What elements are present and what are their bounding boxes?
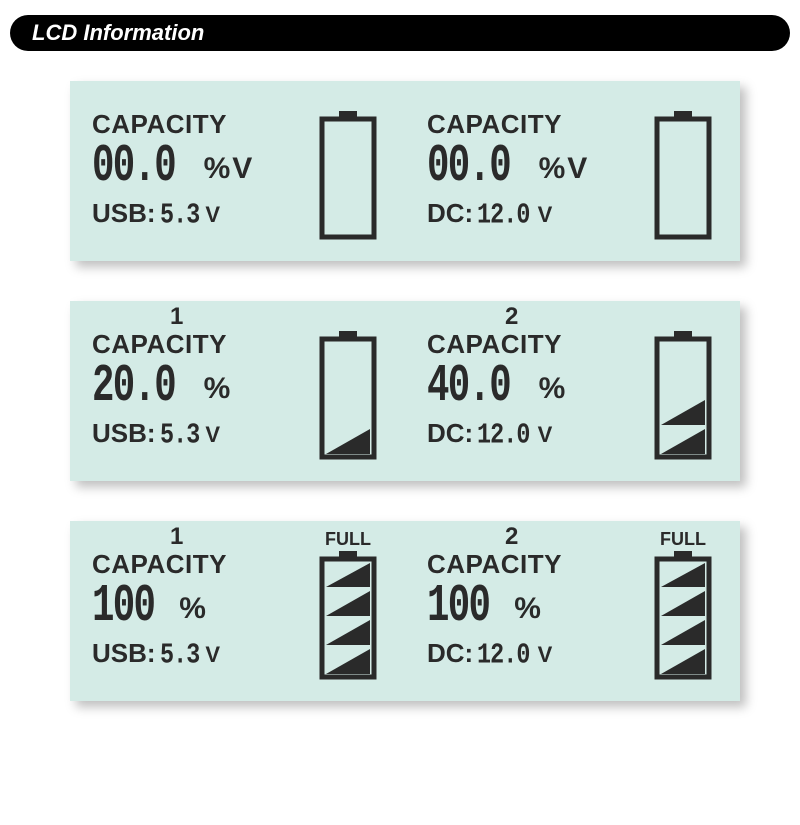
capacity-unit: %: [539, 372, 566, 406]
capacity-unit: %V: [539, 152, 590, 186]
source-value: 12.0: [477, 199, 530, 232]
source-value: 5.3: [160, 419, 199, 452]
source-value: 5.3: [160, 639, 199, 672]
lcd-cell-right: 2 CAPACITY 40.0 % DC: 12.0 V: [405, 301, 740, 481]
source-unit: V: [205, 202, 220, 228]
battery-wrap: [319, 331, 377, 456]
battery-icon: [654, 331, 712, 456]
source-unit: V: [538, 422, 553, 448]
slot-number: 1: [170, 523, 183, 551]
battery-icon: [319, 331, 377, 456]
source-label: USB:: [92, 198, 156, 229]
battery-wrap: [319, 111, 377, 236]
battery-wrap: FULL: [654, 551, 712, 676]
battery-wrap: [654, 111, 712, 236]
lcd-cell-left: 1 CAPACITY 20.0 % USB: 5.3 V: [70, 301, 405, 481]
battery-wrap: FULL: [319, 551, 377, 676]
capacity-unit: %: [514, 592, 541, 626]
capacity-seg: 00.0: [92, 137, 175, 197]
capacity-unit: %V: [204, 152, 255, 186]
source-unit: V: [205, 422, 220, 448]
source-label: USB:: [92, 638, 156, 669]
battery-icon: [319, 551, 377, 676]
source-label: USB:: [92, 418, 156, 449]
slot-number: 2: [505, 523, 518, 551]
lcd-cell-left: 1 CAPACITY 100 % USB: 5.3 V FULL: [70, 521, 405, 701]
full-label: FULL: [654, 529, 712, 550]
full-label: FULL: [319, 529, 377, 550]
capacity-unit: %: [204, 372, 231, 406]
slot-number: 1: [170, 303, 183, 331]
source-value: 5.3: [160, 199, 199, 232]
lcd-cell-right: CAPACITY 00.0 %V DC: 12.0 V: [405, 81, 740, 261]
source-unit: V: [538, 202, 553, 228]
header-bar: LCD Information: [10, 15, 790, 51]
header-title: LCD Information: [32, 20, 204, 46]
battery-icon: [319, 111, 377, 236]
lcd-cell-left: CAPACITY 00.0 %V USB: 5.3 V: [70, 81, 405, 261]
slot-number: 2: [505, 303, 518, 331]
lcd-panel: 1 CAPACITY 100 % USB: 5.3 V FULL: [70, 521, 740, 701]
capacity-unit: %: [179, 592, 206, 626]
capacity-seg: 100: [427, 577, 489, 637]
lcd-cell-right: 2 CAPACITY 100 % DC: 12.0 V FULL: [405, 521, 740, 701]
source-value: 12.0: [477, 639, 530, 672]
lcd-panels: CAPACITY 00.0 %V USB: 5.3 V C: [0, 81, 800, 731]
capacity-seg: 00.0: [427, 137, 510, 197]
source-unit: V: [205, 642, 220, 668]
source-label: DC:: [427, 418, 473, 449]
lcd-panel: 1 CAPACITY 20.0 % USB: 5.3 V: [70, 301, 740, 481]
source-label: DC:: [427, 198, 473, 229]
capacity-seg: 20.0: [92, 357, 175, 417]
capacity-seg: 40.0: [427, 357, 510, 417]
capacity-seg: 100: [92, 577, 154, 637]
lcd-panel: CAPACITY 00.0 %V USB: 5.3 V C: [70, 81, 740, 261]
source-label: DC:: [427, 638, 473, 669]
battery-icon: [654, 551, 712, 676]
source-unit: V: [538, 642, 553, 668]
battery-wrap: [654, 331, 712, 456]
battery-icon: [654, 111, 712, 236]
source-value: 12.0: [477, 419, 530, 452]
